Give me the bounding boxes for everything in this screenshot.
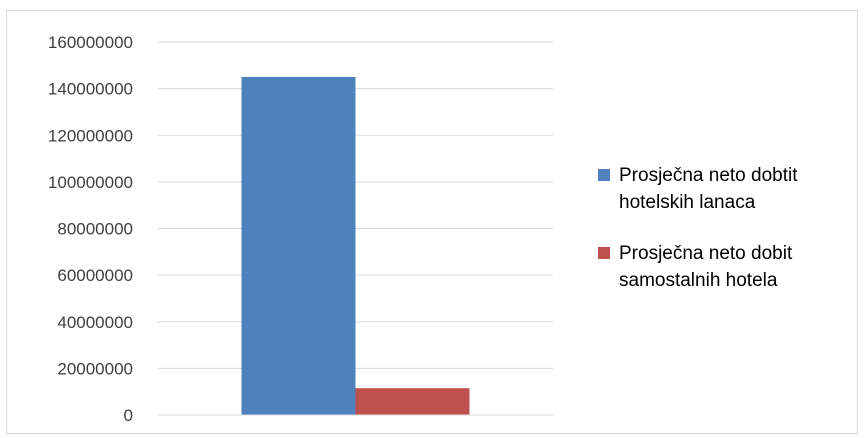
y-tick-label: 120000000 bbox=[48, 126, 133, 145]
bar-series-1 bbox=[241, 76, 356, 415]
legend-label-1: Prosječna neto dobtit hotelskih lanaca bbox=[619, 165, 798, 213]
chart-frame bbox=[6, 10, 858, 434]
legend-swatch-1 bbox=[598, 169, 610, 181]
y-tick-label: 140000000 bbox=[48, 80, 133, 99]
legend-label-2: Prosječna neto dobit samostalnih hotela bbox=[619, 243, 793, 291]
legend: Prosječna neto dobtit hotelskih lanaca Pro… bbox=[598, 165, 798, 291]
y-tick-label: 60000000 bbox=[57, 266, 133, 285]
y-tick-label: 100000000 bbox=[48, 173, 133, 192]
bar-series-2 bbox=[355, 388, 470, 415]
y-tick-label: 80000000 bbox=[57, 220, 133, 239]
bars bbox=[241, 76, 470, 415]
y-tick-label: 160000000 bbox=[48, 33, 133, 52]
y-axis-tick-labels: 0 20000000 40000000 60000000 80000000 1000000… bbox=[48, 33, 133, 425]
y-tick-label: 40000000 bbox=[57, 313, 133, 332]
legend-swatch-2 bbox=[598, 247, 610, 259]
y-tick-label: 20000000 bbox=[57, 359, 133, 378]
y-tick-label: 0 bbox=[124, 406, 133, 425]
